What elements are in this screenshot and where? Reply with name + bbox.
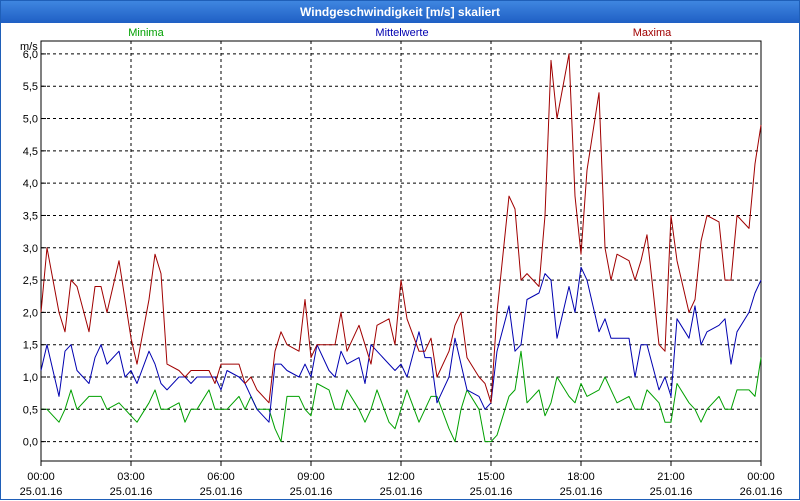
x-tick-date-label: 25.01.16 [20,486,63,498]
x-tick-time-label: 03:00 [117,471,145,483]
series-lines [40,53,762,443]
x-tick-time-label: 06:00 [207,471,235,483]
x-tick-date-label: 25.01.16 [560,486,603,498]
legend-maxima: Maxima [633,27,672,39]
y-tick-label: 0,5 [23,404,38,416]
y-tick-label: 4,5 [23,146,38,158]
x-tick-date-label: 25.01.16 [290,486,333,498]
x-tick-time-label: 00:00 [747,471,775,483]
x-tick-time-label: 18:00 [567,471,595,483]
legend-mittelwerte: Mittelwerte [375,27,428,39]
y-tick-label: 3,0 [23,243,38,255]
minima-line [41,350,762,443]
y-tick-label: 1,5 [23,340,38,352]
y-tick-label: 5,5 [23,81,38,93]
x-tick-date-label: 25.01.16 [200,486,243,498]
grid [41,41,761,461]
y-tick-label: 2,5 [23,275,38,287]
x-tick-time-label: 00:00 [27,471,55,483]
y-tick-label: 2,0 [23,307,38,319]
y-tick-label: 3,5 [23,210,38,222]
y-tick-label: 4,0 [23,178,38,190]
mittelwerte-line [40,266,762,423]
y-tick-label: 1,0 [23,372,38,384]
x-tick-time-label: 09:00 [297,471,325,483]
y-tick-label: 5,0 [23,114,38,126]
y-tick-label: 6,0 [23,49,38,61]
x-tick-date-label: 25.01.16 [470,486,513,498]
x-tick-time-label: 15:00 [477,471,505,483]
axes: 0,0 0,5 1,0 1,5 2,0 2,5 3,0 3,5 4,0 4,5 5,0 5,5 6,0 0… [20,49,783,498]
y-axis-label: m/s [20,41,38,53]
x-tick-date-label: 25.01.16 [650,486,693,498]
x-tick-date-label: 26.01.16 [740,486,783,498]
maxima-line [40,53,762,404]
x-tick-date-label: 25.01.16 [380,486,423,498]
window-title: Windgeschwindigkeit [m/s] skaliert [1,1,799,23]
x-tick-time-label: 21:00 [657,471,685,483]
x-tick-date-label: 25.01.16 [110,486,153,498]
x-tick-time-label: 12:00 [387,471,415,483]
legend-minima: Minima [128,27,164,39]
y-tick-label: 0,0 [23,437,38,449]
